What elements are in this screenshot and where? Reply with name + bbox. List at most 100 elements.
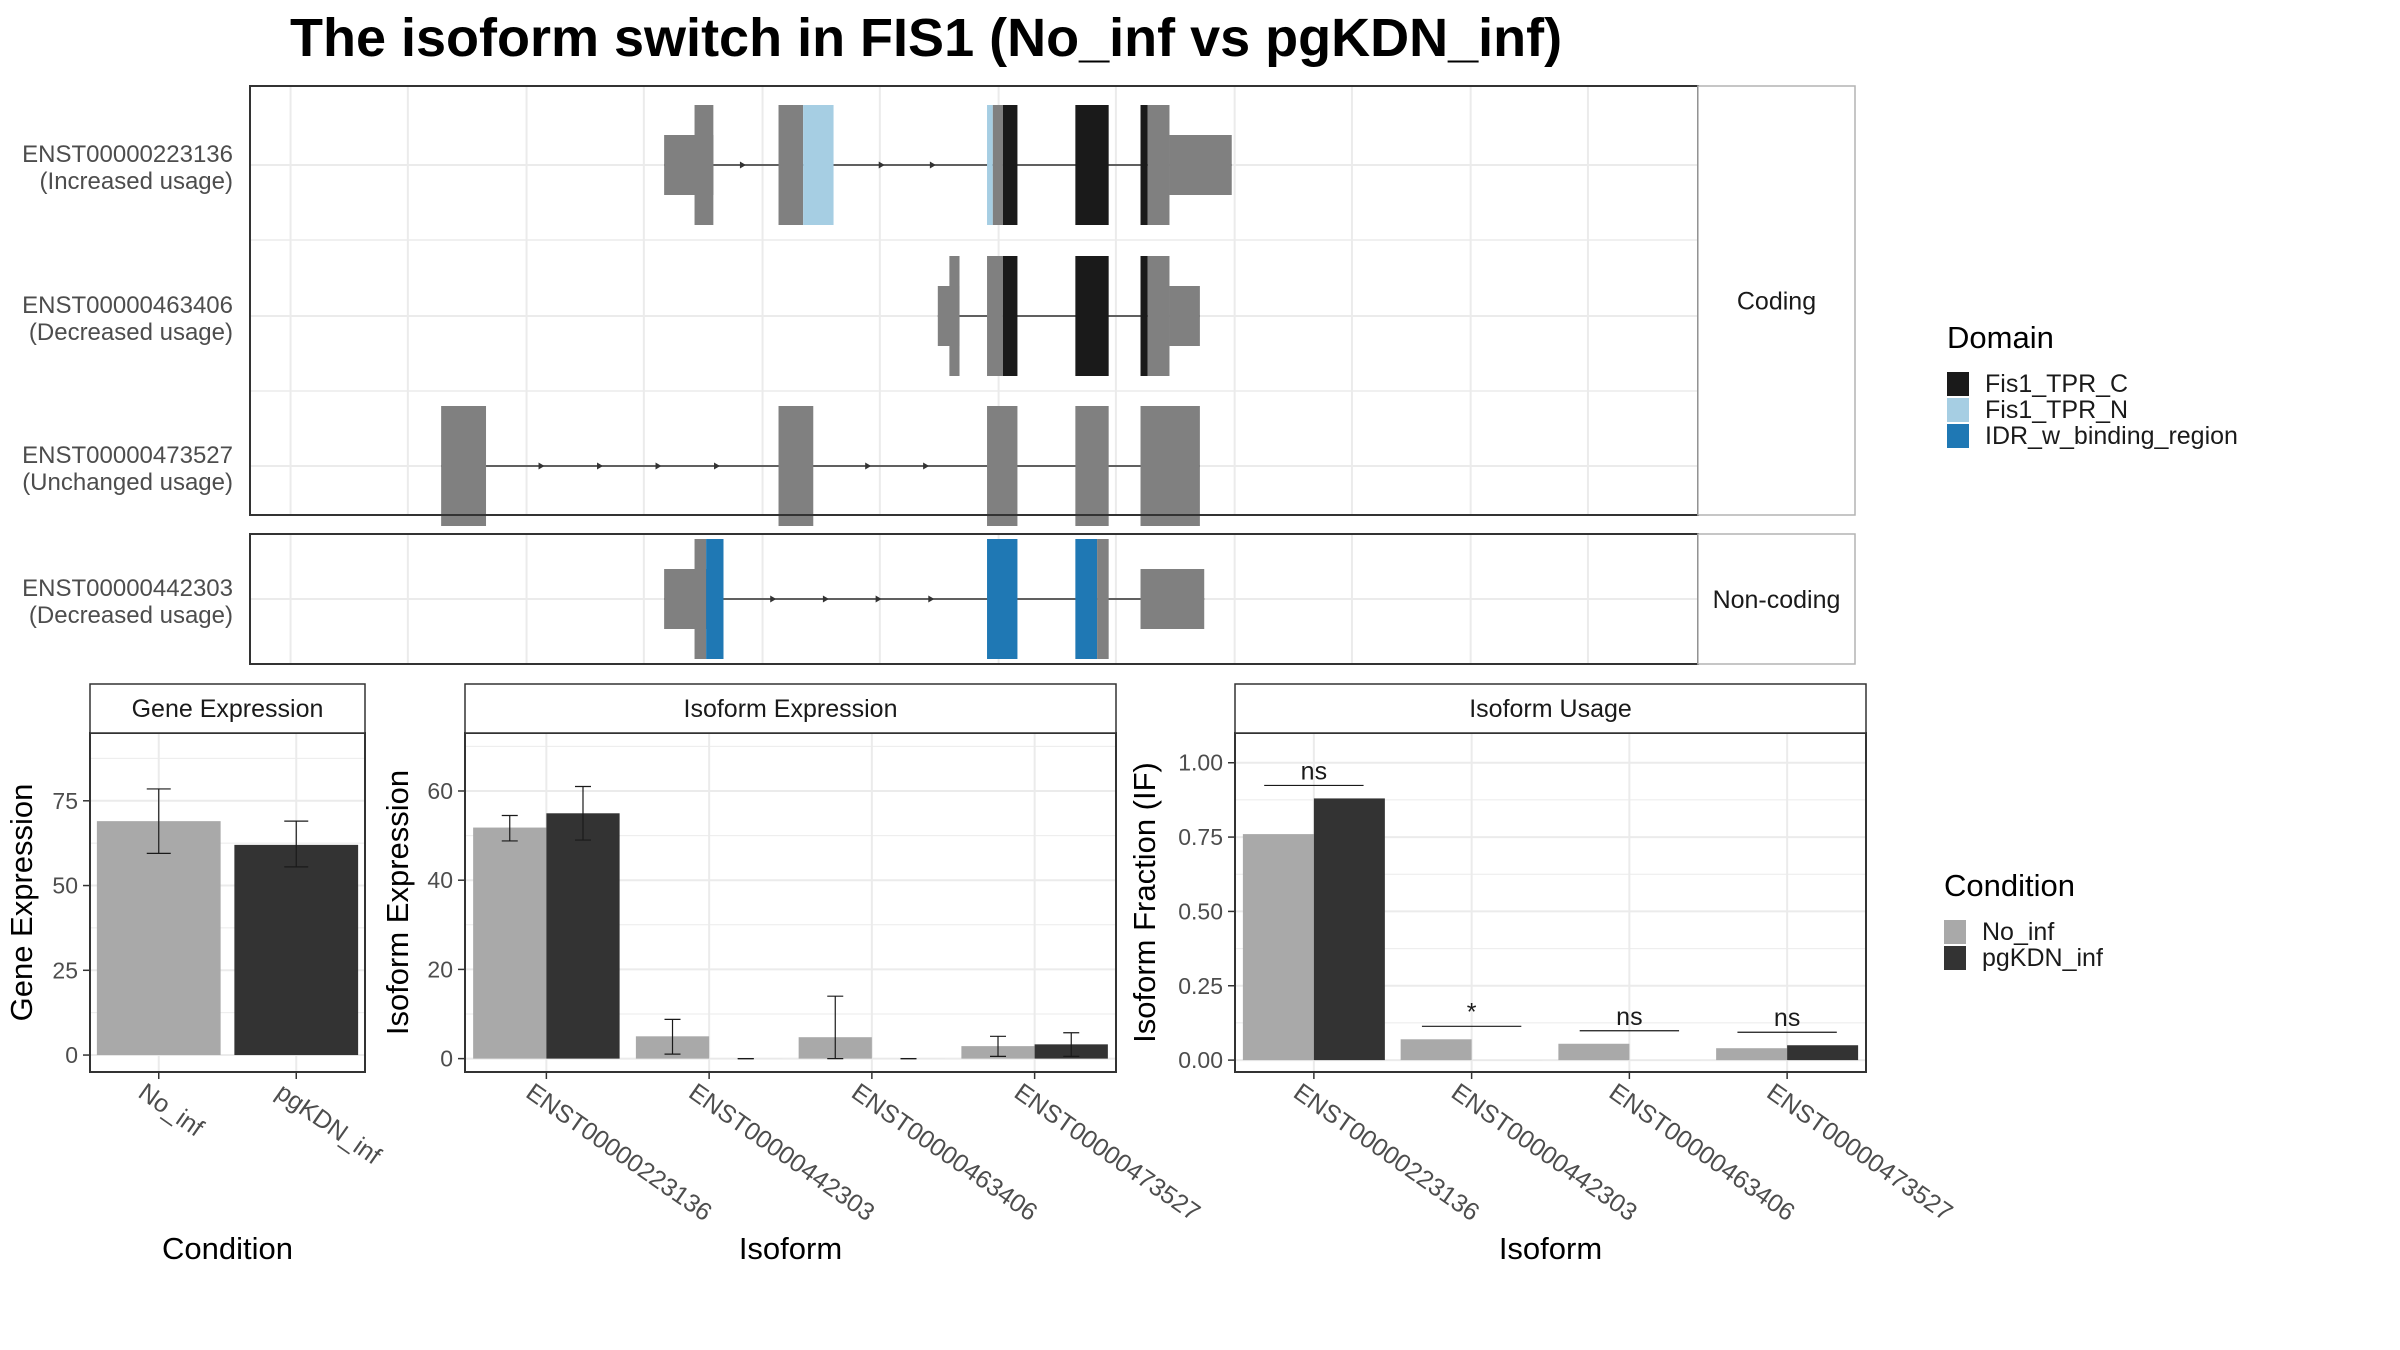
domain-exon-block <box>987 105 993 225</box>
domain-legend-swatch <box>1947 372 1969 396</box>
domain-legend-label: Fis1_TPR_N <box>1985 396 2128 424</box>
panel-strip-label: Isoform Expression <box>684 695 898 723</box>
intron-arrow <box>878 161 885 169</box>
x-axis-title: Condition <box>162 1231 293 1266</box>
y-tick-label: 0 <box>440 1046 453 1072</box>
intron-arrow <box>923 462 930 470</box>
legends: Domain Fis1_TPR_CFis1_TPR_NIDR_w_binding_… <box>1944 320 2238 972</box>
intron-arrow <box>928 595 935 603</box>
bar <box>473 827 547 1059</box>
y-tick-label: 0.25 <box>1178 973 1223 999</box>
bar <box>1242 834 1314 1061</box>
main-title: The isoform switch in FIS1 (No_inf vs pg… <box>290 8 1562 68</box>
exon-block <box>1140 406 1200 526</box>
intron-arrow <box>875 595 882 603</box>
exon-block <box>778 406 814 526</box>
bar <box>546 813 620 1059</box>
panel-strip <box>1234 683 1867 734</box>
intron-arrow <box>929 161 936 169</box>
significance-label: ns <box>1616 1003 1642 1031</box>
y-axis-title: Isoform Expression <box>380 770 415 1035</box>
domain-exon-block <box>1140 256 1148 376</box>
exon-block <box>987 256 1003 376</box>
y-tick-label: 50 <box>52 873 78 899</box>
condition-legend-swatch <box>1944 920 1966 944</box>
intron-arrow <box>538 462 545 470</box>
facet-strip-label: Non-coding <box>1713 586 1841 614</box>
condition-legend-label: pgKDN_inf <box>1982 944 2103 972</box>
domain-legend: Domain Fis1_TPR_CFis1_TPR_NIDR_w_binding_… <box>1947 320 2238 450</box>
y-tick-label: 40 <box>427 867 453 893</box>
domain-exon-block <box>1075 256 1109 376</box>
domain-legend-label: IDR_w_binding_region <box>1985 422 2238 450</box>
y-tick-label: 60 <box>427 778 453 804</box>
exon-block <box>441 406 487 526</box>
y-tick-label: 25 <box>52 957 78 983</box>
bar <box>1558 1043 1630 1061</box>
facet-strip <box>1697 533 1856 665</box>
exon-block <box>1140 569 1205 629</box>
exon-block <box>987 406 1018 526</box>
exon-block <box>1147 105 1170 225</box>
domain-exon-block <box>1075 105 1109 225</box>
exon-block <box>694 105 714 225</box>
y-tick-label: 0 <box>65 1042 78 1068</box>
bar <box>1400 1039 1472 1061</box>
exon-block <box>1097 539 1109 659</box>
domain-exon-block <box>1075 539 1098 659</box>
structure-facet-1: Non-coding <box>249 533 1856 665</box>
domain-exon-block <box>1002 256 1018 376</box>
intron-arrow <box>770 595 777 603</box>
condition-legend-swatch <box>1944 946 1966 970</box>
structure-panel-background <box>250 86 1698 515</box>
x-axis-title: Isoform <box>739 1231 842 1266</box>
y-axis-title: Gene Expression <box>4 784 39 1022</box>
isoform-structure-plot: Coding ENST00000223136(Increased usage) EN… <box>22 85 1856 665</box>
isoform-usage-label: (Decreased usage) <box>29 602 233 629</box>
isoform-usage-label: (Unchanged usage) <box>22 469 233 496</box>
panel-strip-label: Isoform Usage <box>1469 695 1632 723</box>
exon-block <box>949 256 960 376</box>
panel-strip <box>464 683 1117 734</box>
isoform-label: ENST00000223136 <box>22 141 233 168</box>
isoform-usage-label: (Decreased usage) <box>29 319 233 346</box>
domain-legend-swatch <box>1947 424 1969 448</box>
bar <box>1313 798 1385 1061</box>
y-tick-label: 0.50 <box>1178 898 1223 924</box>
isoform-label: ENST00000442303 <box>22 575 233 602</box>
isoform-track <box>664 539 1205 659</box>
exon-block <box>1169 135 1232 195</box>
significance-label: ns <box>1774 1004 1800 1032</box>
bar-panel-3: 0.00 0.25 0.50 0.75 1.00 ns * ns ns Isoform Usage… <box>1127 683 1958 1266</box>
domain-exon-block <box>706 539 724 659</box>
exon-block <box>778 105 804 225</box>
facet-strip-label: Coding <box>1737 288 1816 316</box>
y-tick-label: 75 <box>52 788 78 814</box>
isoform-track <box>664 105 1232 225</box>
structure-facet-0: Coding <box>249 85 1856 526</box>
domain-legend-title: Domain <box>1947 320 2054 355</box>
intron-arrow <box>822 595 829 603</box>
significance-label: * <box>1467 998 1477 1026</box>
intron-arrow <box>714 462 721 470</box>
condition-legend-title: Condition <box>1944 868 2075 903</box>
y-tick-label: 1.00 <box>1178 750 1223 776</box>
y-tick-label: 0.00 <box>1178 1047 1223 1073</box>
domain-legend-swatch <box>1947 398 1969 422</box>
domain-legend-label: Fis1_TPR_C <box>1985 370 2128 398</box>
intron-arrow <box>597 462 604 470</box>
domain-exon-block <box>803 105 834 225</box>
domain-exon-block <box>987 539 1018 659</box>
exon-block <box>1169 286 1200 346</box>
bar <box>1787 1045 1859 1061</box>
isoform-track <box>441 406 1200 526</box>
exon-block <box>1147 256 1170 376</box>
x-axis-title: Isoform <box>1499 1231 1602 1266</box>
bar <box>234 844 359 1056</box>
isoform-usage-label: (Increased usage) <box>40 168 233 195</box>
exon-block <box>992 105 1003 225</box>
y-axis-title: Isoform Fraction (IF) <box>1127 762 1162 1043</box>
